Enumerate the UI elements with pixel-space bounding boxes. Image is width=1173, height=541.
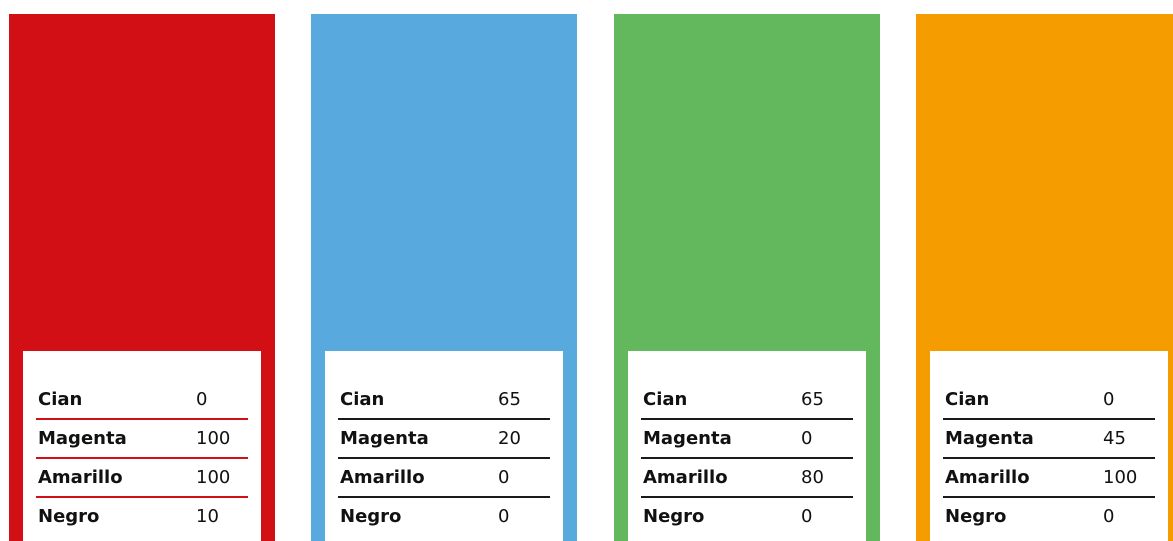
cmyk-card: Cian 65 Magenta 20 Amarillo 0 Negro 0 xyxy=(325,351,563,541)
color-swatch-red: Cian 0 Magenta 100 Amarillo 100 Negro 10 xyxy=(9,14,275,541)
cmyk-label: Cian xyxy=(945,389,990,410)
cmyk-value: 65 xyxy=(801,389,824,410)
cmyk-label: Negro xyxy=(643,506,705,527)
cmyk-table: Cian 65 Magenta 20 Amarillo 0 Negro 0 xyxy=(338,381,550,535)
cmyk-row-cyan: Cian 65 xyxy=(641,381,853,418)
cmyk-value: 0 xyxy=(196,389,208,410)
cmyk-row-black: Negro 10 xyxy=(36,496,248,535)
cmyk-value: 0 xyxy=(801,428,813,449)
cmyk-label: Cian xyxy=(38,389,83,410)
cmyk-value: 0 xyxy=(1103,506,1115,527)
cmyk-label: Magenta xyxy=(340,428,429,449)
cmyk-card: Cian 0 Magenta 100 Amarillo 100 Negro 10 xyxy=(23,351,261,541)
cmyk-row-yellow: Amarillo 0 xyxy=(338,457,550,496)
cmyk-card: Cian 65 Magenta 0 Amarillo 80 Negro 0 xyxy=(628,351,866,541)
cmyk-label: Cian xyxy=(643,389,688,410)
cmyk-value: 10 xyxy=(196,506,219,527)
cmyk-label: Cian xyxy=(340,389,385,410)
cmyk-row-magenta: Magenta 45 xyxy=(943,418,1155,457)
cmyk-row-magenta: Magenta 100 xyxy=(36,418,248,457)
cmyk-card: Cian 0 Magenta 45 Amarillo 100 Negro 0 xyxy=(930,351,1168,541)
cmyk-value: 0 xyxy=(498,467,510,488)
cmyk-table: Cian 0 Magenta 45 Amarillo 100 Negro 0 xyxy=(943,381,1155,535)
cmyk-value: 100 xyxy=(196,428,231,449)
cmyk-value: 0 xyxy=(498,506,510,527)
cmyk-label: Amarillo xyxy=(38,467,123,488)
cmyk-label: Negro xyxy=(945,506,1007,527)
cmyk-value: 45 xyxy=(1103,428,1126,449)
cmyk-row-cyan: Cian 0 xyxy=(36,381,248,418)
cmyk-label: Negro xyxy=(340,506,402,527)
cmyk-value: 20 xyxy=(498,428,521,449)
cmyk-row-magenta: Magenta 0 xyxy=(641,418,853,457)
cmyk-value: 80 xyxy=(801,467,824,488)
cmyk-value: 65 xyxy=(498,389,521,410)
cmyk-row-black: Negro 0 xyxy=(338,496,550,535)
cmyk-label: Negro xyxy=(38,506,100,527)
color-swatch-green: Cian 65 Magenta 0 Amarillo 80 Negro 0 xyxy=(614,14,880,541)
cmyk-row-magenta: Magenta 20 xyxy=(338,418,550,457)
cmyk-value: 0 xyxy=(801,506,813,527)
cmyk-label: Amarillo xyxy=(340,467,425,488)
cmyk-table: Cian 0 Magenta 100 Amarillo 100 Negro 10 xyxy=(36,381,248,535)
cmyk-value: 0 xyxy=(1103,389,1115,410)
cmyk-row-yellow: Amarillo 100 xyxy=(943,457,1155,496)
cmyk-row-yellow: Amarillo 100 xyxy=(36,457,248,496)
cmyk-row-yellow: Amarillo 80 xyxy=(641,457,853,496)
cmyk-label: Amarillo xyxy=(945,467,1030,488)
cmyk-value: 100 xyxy=(196,467,231,488)
cmyk-label: Magenta xyxy=(945,428,1034,449)
cmyk-label: Magenta xyxy=(38,428,127,449)
color-swatch-orange: Cian 0 Magenta 45 Amarillo 100 Negro 0 xyxy=(916,14,1173,541)
cmyk-label: Amarillo xyxy=(643,467,728,488)
cmyk-row-black: Negro 0 xyxy=(943,496,1155,535)
cmyk-label: Magenta xyxy=(643,428,732,449)
cmyk-row-cyan: Cian 0 xyxy=(943,381,1155,418)
cmyk-table: Cian 65 Magenta 0 Amarillo 80 Negro 0 xyxy=(641,381,853,535)
cmyk-row-black: Negro 0 xyxy=(641,496,853,535)
cmyk-row-cyan: Cian 65 xyxy=(338,381,550,418)
cmyk-value: 100 xyxy=(1103,467,1138,488)
color-swatch-blue: Cian 65 Magenta 20 Amarillo 0 Negro 0 xyxy=(311,14,577,541)
